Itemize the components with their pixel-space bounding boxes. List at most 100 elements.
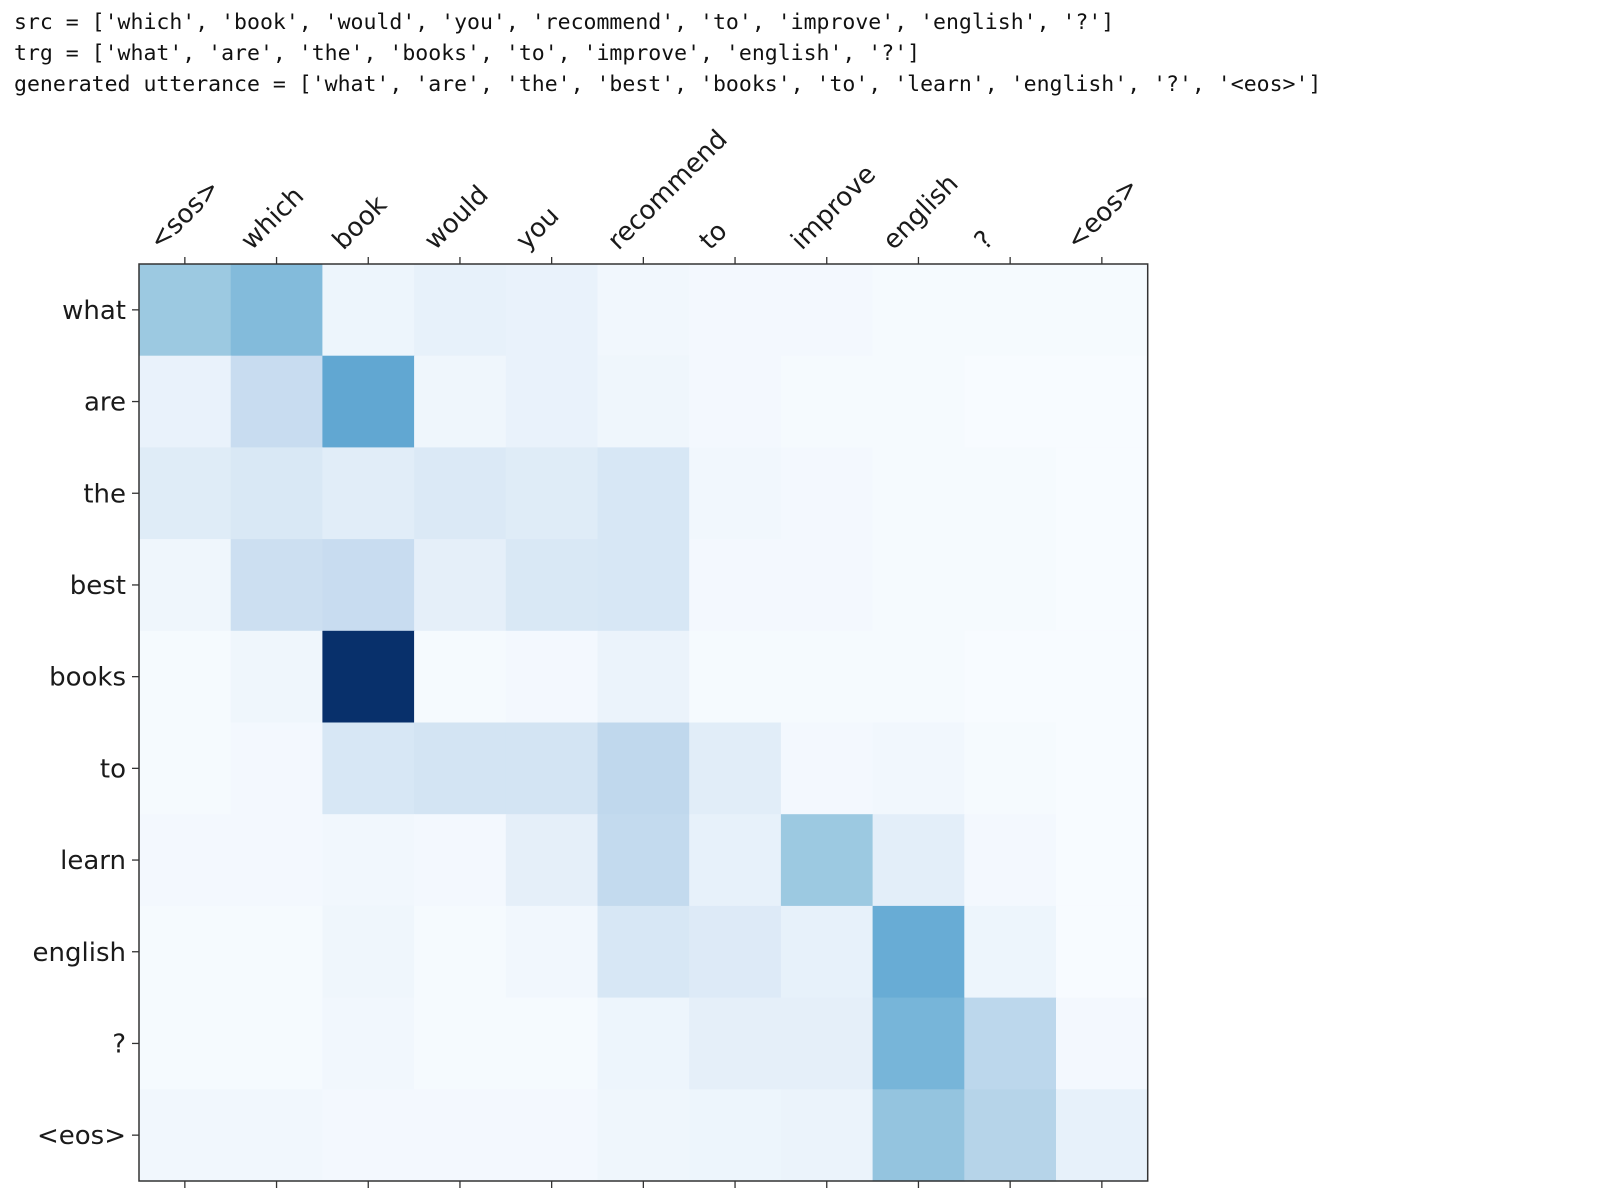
heatmap-cell <box>964 814 1057 907</box>
heatmap-cell <box>230 722 323 815</box>
heatmap-cell <box>414 722 507 815</box>
heatmap-cell <box>780 997 874 1090</box>
heatmap-cell <box>597 264 690 357</box>
heatmap-cell <box>139 630 232 724</box>
heatmap-cell <box>964 355 1057 448</box>
heatmap-cell <box>414 355 507 448</box>
y-tick-label: books <box>49 663 126 693</box>
heatmap-cell <box>139 539 232 632</box>
heatmap-cell <box>230 905 323 999</box>
heatmap-cell <box>1056 630 1149 724</box>
y-axis-ticks: what are the best books to learn english? <eos> <box>33 296 139 1151</box>
y-tick-label: <eos> <box>37 1121 126 1151</box>
x-tick-label: <sos> <box>144 174 226 256</box>
heatmap-cell <box>505 355 599 448</box>
heatmap-cell <box>414 264 507 357</box>
heatmap-cell <box>597 997 690 1090</box>
generated-utterance-output-line: generated utterance = ['what', 'are', 't… <box>14 72 1322 97</box>
heatmap-cell <box>964 905 1057 999</box>
heatmap-cell <box>597 1089 690 1182</box>
heatmap-cell <box>139 997 232 1090</box>
heatmap-cell <box>597 539 690 632</box>
heatmap-cell <box>322 630 415 724</box>
x-tick-label: ? <box>969 225 1000 256</box>
heatmap-cells <box>139 264 1149 1182</box>
heatmap-cell <box>597 814 690 907</box>
x-tick-label: would <box>419 180 495 256</box>
heatmap-cell <box>597 447 690 540</box>
heatmap-cell <box>872 814 965 907</box>
heatmap-cell <box>689 997 782 1090</box>
heatmap-cell <box>322 447 415 540</box>
x-tick-label: to <box>694 216 734 256</box>
heatmap-cell <box>964 997 1057 1090</box>
heatmap-cell <box>230 814 323 907</box>
heatmap-cell <box>689 264 782 357</box>
heatmap-cell <box>872 355 965 448</box>
heatmap-cell <box>322 355 415 448</box>
heatmap-cell <box>414 814 507 907</box>
heatmap-cell <box>505 264 599 357</box>
heatmap-cell <box>414 447 507 540</box>
heatmap-cell <box>505 630 599 724</box>
y-tick-label: are <box>84 388 126 418</box>
heatmap-cell <box>322 1089 415 1182</box>
y-tick-label: to <box>100 754 126 784</box>
heatmap-cell <box>780 630 874 724</box>
heatmap-cell <box>1056 722 1149 815</box>
heatmap-cell <box>139 447 232 540</box>
heatmap-cell <box>322 905 415 999</box>
heatmap-cell <box>872 722 965 815</box>
heatmap-cell <box>780 539 874 632</box>
heatmap-cell <box>872 1089 965 1182</box>
heatmap-cell <box>780 814 874 907</box>
y-tick-label: learn <box>60 846 126 876</box>
heatmap-cell <box>597 630 690 724</box>
heatmap-cell <box>872 997 965 1090</box>
heatmap-cell <box>414 630 507 724</box>
heatmap-cell <box>322 997 415 1090</box>
heatmap-cell <box>689 814 782 907</box>
heatmap-cell <box>964 447 1057 540</box>
heatmap-cell <box>780 722 874 815</box>
heatmap-cell <box>230 630 323 724</box>
heatmap-cell <box>230 1089 323 1182</box>
heatmap-cell <box>689 722 782 815</box>
heatmap-cell <box>414 997 507 1090</box>
heatmap-cell <box>1056 355 1149 448</box>
heatmap-cell <box>780 1089 874 1182</box>
heatmap-cell <box>689 355 782 448</box>
y-tick-label: what <box>62 296 126 326</box>
heatmap-cell <box>1056 1089 1149 1182</box>
heatmap-cell <box>322 722 415 815</box>
heatmap-cell <box>322 539 415 632</box>
heatmap-cell <box>1056 264 1149 357</box>
heatmap-cell <box>414 539 507 632</box>
heatmap-cell <box>872 539 965 632</box>
heatmap-cell <box>597 722 690 815</box>
heatmap-cell <box>505 997 599 1090</box>
heatmap-cell <box>139 1089 232 1182</box>
y-tick-label: best <box>70 571 126 601</box>
heatmap-cell <box>505 539 599 632</box>
y-tick-label: english <box>33 938 126 968</box>
x-tick-label: you <box>510 201 565 256</box>
heatmap-cell <box>505 905 599 999</box>
heatmap-cell <box>230 355 323 448</box>
heatmap-cell <box>505 1089 599 1182</box>
y-tick-label: ? <box>112 1029 126 1059</box>
heatmap-cell <box>689 1089 782 1182</box>
heatmap-cell <box>689 447 782 540</box>
heatmap-cell <box>872 264 965 357</box>
x-tick-label: which <box>235 181 310 256</box>
heatmap-cell <box>964 630 1057 724</box>
heatmap-cell <box>964 539 1057 632</box>
y-tick-label: the <box>83 479 126 509</box>
heatmap-cell <box>139 814 232 907</box>
heatmap-cell <box>964 264 1057 357</box>
heatmap-cell <box>872 630 965 724</box>
x-tick-label: <eos> <box>1061 172 1145 256</box>
heatmap-cell <box>597 355 690 448</box>
heatmap-cell <box>230 264 323 357</box>
